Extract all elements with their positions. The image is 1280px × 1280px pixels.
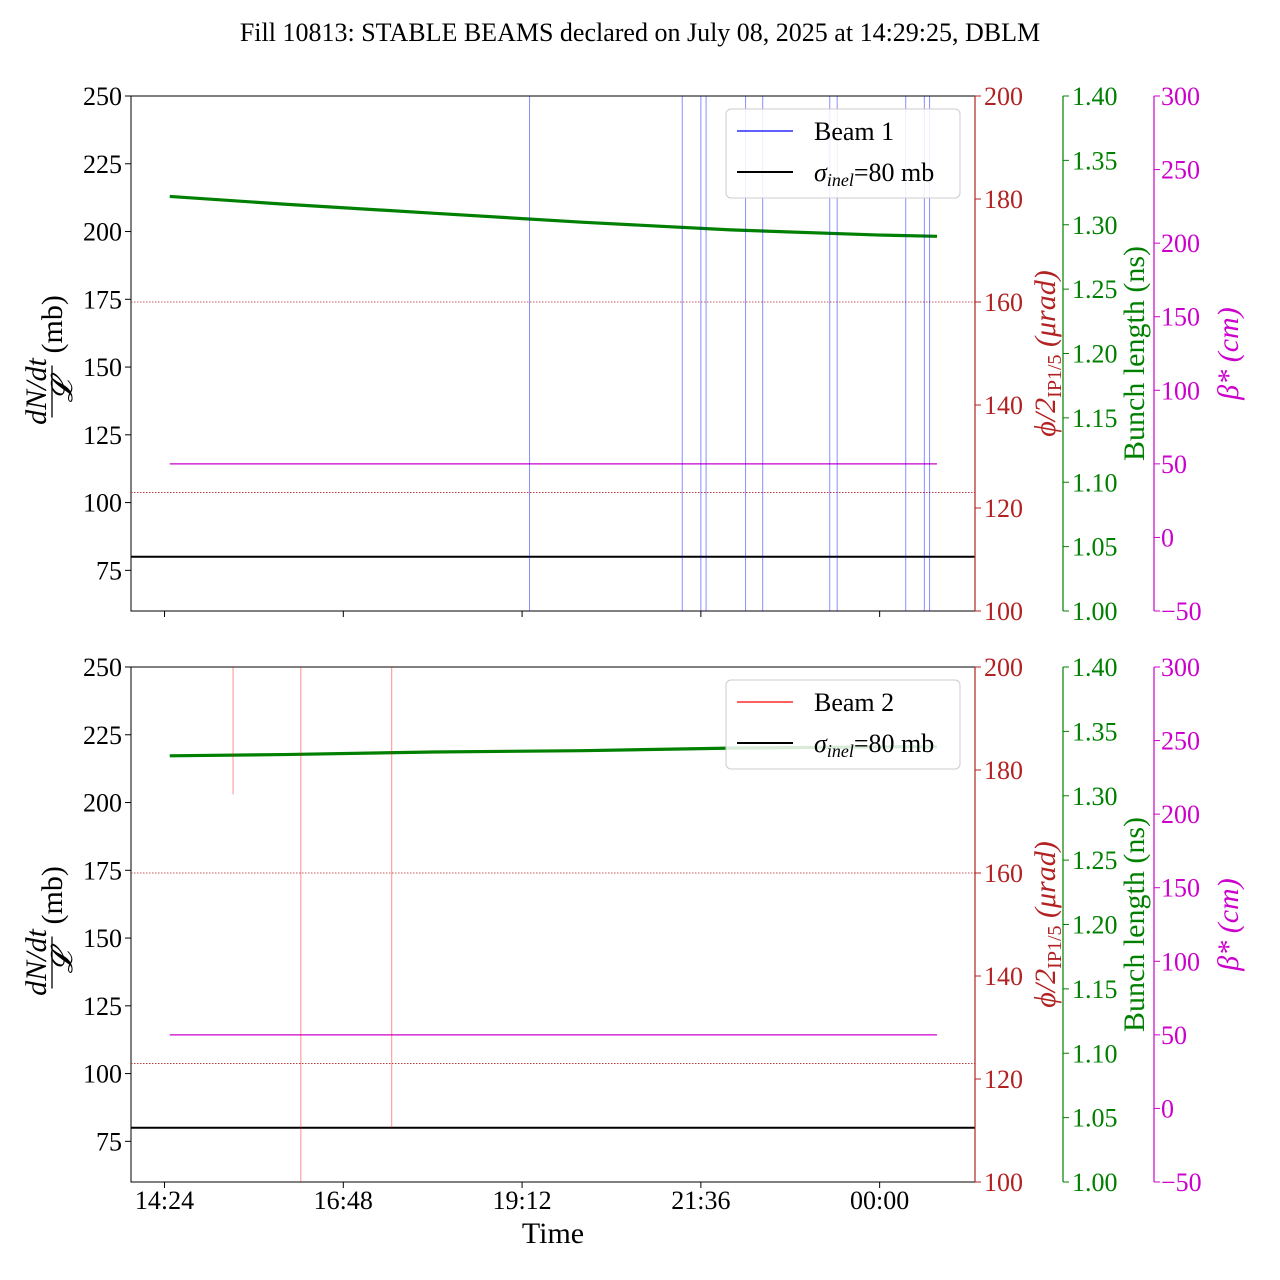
bunch-axis-tick-label: 1.40 [1072,82,1118,111]
beta-axis-tick-label: 50 [1161,1021,1187,1050]
legend-sigma-label: σinel=80 mb [814,729,934,761]
left-axis-tick-label: 125 [83,992,122,1021]
left-axis-tick-label: 200 [83,789,122,818]
left-axis-tick-label: 100 [83,1060,122,1089]
panel-bottom: 75 100 125 150 175 200 225 250 100 120 140 160 180 20… [20,653,1245,1215]
legend-beam-label: Beam 2 [814,688,894,717]
beta-axis-label: β* (cm) [1212,878,1245,971]
left-axis-tick-label: 250 [83,82,122,111]
legend-beam-label: Beam 1 [814,117,894,146]
left-axis-label-unit: (mb) [36,866,69,924]
bunch-axis-tick-label: 1.25 [1072,275,1118,304]
x-axis-tick-label: 00:00 [850,1186,909,1215]
bunch-axis-tick-label: 1.20 [1072,340,1118,369]
x-axis-label: Time [522,1217,584,1250]
left-axis-label-numerator: dN/dt [20,928,53,995]
chart-title: Fill 10813: STABLE BEAMS declared on Jul… [239,18,1041,47]
phi-axis-tick-label: 160 [984,859,1023,888]
phi-axis-label: ϕ/2IP1/5 (μrad) [1029,270,1066,436]
phi-axis-tick-label: 180 [984,185,1023,214]
left-axis-label-numerator: dN/dt [20,357,53,424]
beta-axis-tick-label: −50 [1161,1168,1202,1197]
bunch-axis-tick-label: 1.40 [1072,653,1118,682]
phi-axis-tick-label: 140 [984,391,1023,420]
panel-top: 75 100 125 150 175 200 225 250 100 120 140 160 180 20… [20,82,1245,626]
bunch-axis-tick-label: 1.15 [1072,404,1118,433]
beta-axis-tick-label: 150 [1161,303,1200,332]
phi-axis-tick-label: 180 [984,756,1023,785]
left-axis-tick-label: 150 [83,353,122,382]
phi-axis-tick-label: 120 [984,1065,1023,1094]
bunch-axis-tick-label: 1.00 [1072,1168,1118,1197]
left-axis-label: dN/dt𝓛(mb) [20,866,79,996]
left-axis-tick-label: 225 [83,721,122,750]
legend-sigma-label: σinel=80 mb [814,158,934,190]
phi-axis-label: ϕ/2IP1/5 (μrad) [1029,841,1066,1007]
phi-axis-tick-label: 200 [984,653,1023,682]
bunch-axis-tick-label: 1.30 [1072,211,1118,240]
beta-axis-tick-label: 150 [1161,874,1200,903]
beta-axis-tick-label: 100 [1161,376,1200,405]
bunch-axis-tick-label: 1.30 [1072,782,1118,811]
beta-axis-tick-label: 300 [1161,82,1200,111]
left-axis-tick-label: 200 [83,218,122,247]
x-axis-tick-label: 16:48 [314,1186,373,1215]
left-axis-tick-label: 250 [83,653,122,682]
left-axis-tick-label: 75 [96,1127,122,1156]
beta-axis-tick-label: 250 [1161,727,1200,756]
phi-axis-tick-label: 120 [984,494,1023,523]
beta-axis-tick-label: 200 [1161,800,1200,829]
bunch-axis-tick-label: 1.25 [1072,846,1118,875]
left-axis-tick-label: 75 [96,556,122,585]
beta-axis-tick-label: −50 [1161,597,1202,626]
phi-axis-tick-label: 160 [984,288,1023,317]
left-axis-label: dN/dt𝓛(mb) [20,295,79,425]
beta-axis-tick-label: 250 [1161,156,1200,185]
x-axis-tick-label: 19:12 [492,1186,551,1215]
left-axis-label-unit: (mb) [36,295,69,353]
bunch-axis-label: Bunch length (ns) [1118,817,1151,1032]
phi-axis-tick-label: 140 [984,962,1023,991]
x-axis-tick-label: 21:36 [671,1186,730,1215]
beta-axis-tick-label: 0 [1161,523,1174,552]
beta-axis-tick-label: 50 [1161,450,1187,479]
bunch-axis-tick-label: 1.35 [1072,717,1118,746]
x-axis-tick-label: 14:24 [135,1186,194,1215]
beta-axis-tick-label: 300 [1161,653,1200,682]
left-axis-tick-label: 175 [83,285,122,314]
bunch-axis-label: Bunch length (ns) [1118,246,1151,461]
phi-axis-tick-label: 200 [984,82,1023,111]
beta-axis-tick-label: 100 [1161,947,1200,976]
left-axis-tick-label: 100 [83,489,122,518]
left-axis-tick-label: 225 [83,150,122,179]
beta-axis-tick-label: 200 [1161,229,1200,258]
phi-axis-label-text: ϕ/2IP1/5 (μrad) [1029,270,1066,436]
bunch-length-series [169,194,938,238]
bunch-axis-tick-label: 1.05 [1072,533,1118,562]
bunch-axis-tick-label: 1.10 [1072,468,1118,497]
bunch-axis-tick-label: 1.00 [1072,597,1118,626]
left-axis-tick-label: 150 [83,924,122,953]
beta-axis-label: β* (cm) [1212,307,1245,400]
bunch-axis-tick-label: 1.15 [1072,975,1118,1004]
bunch-axis-tick-label: 1.05 [1072,1104,1118,1133]
phi-axis-label-text: ϕ/2IP1/5 (μrad) [1029,841,1066,1007]
bunch-axis-tick-label: 1.20 [1072,911,1118,940]
phi-axis-tick-label: 100 [984,597,1023,626]
bunch-axis-tick-label: 1.35 [1072,146,1118,175]
left-axis-tick-label: 125 [83,421,122,450]
left-axis-tick-label: 175 [83,856,122,885]
beta-axis-tick-label: 0 [1161,1094,1174,1123]
bunch-axis-tick-label: 1.10 [1072,1039,1118,1068]
phi-axis-tick-label: 100 [984,1168,1023,1197]
